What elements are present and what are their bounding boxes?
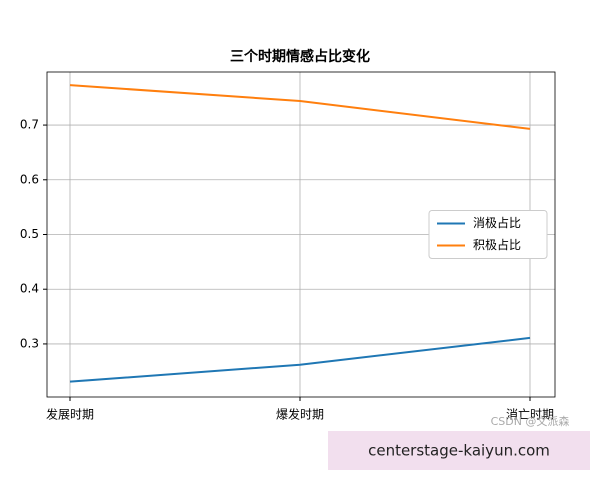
x-tick-label: 发展时期 — [46, 407, 94, 422]
x-tick-label: 消亡时期 — [506, 408, 554, 422]
watermark: CSDN @文派森 — [491, 414, 570, 428]
plot-frame — [46, 71, 556, 398]
y-tick-label: 0.3 — [20, 336, 39, 350]
data-line — [69, 84, 531, 130]
x-tick-label: 爆发时期 — [276, 407, 324, 422]
y-tick-label: 0.6 — [20, 172, 39, 186]
chart-title: 三个时期情感占比变化 — [230, 48, 370, 65]
banner-text: centerstage-kaiyun.com — [368, 442, 550, 460]
y-tick-label: 0.4 — [20, 282, 39, 296]
y-tick-label: 0.5 — [20, 227, 39, 241]
legend-label: 消极占比 — [473, 215, 521, 230]
y-tick-label: 0.7 — [20, 118, 39, 132]
data-line — [69, 336, 531, 383]
banner-box — [328, 431, 590, 470]
legend-label: 积极占比 — [473, 237, 521, 252]
